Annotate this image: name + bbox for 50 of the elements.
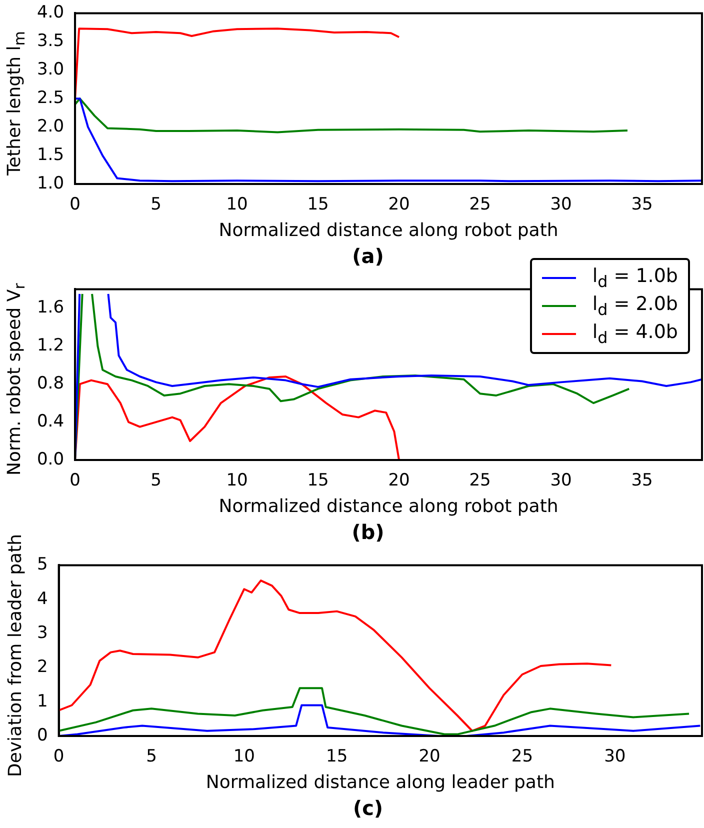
y-tick-label: 4.0 [36,2,64,23]
y-tick-label: 1.5 [36,144,64,165]
y-tick-label: 3 [36,622,48,643]
x-tick-label: 15 [326,746,348,767]
y-axis-title: Deviation from leader path [6,533,26,777]
y-tick-label: 3.5 [36,31,64,52]
text: (b) [352,520,384,544]
x-tick-label: 0 [70,194,80,215]
y-tick-label: 0 [36,725,48,746]
y-tick-label: 2.0 [36,116,64,136]
text: (c) [352,796,384,820]
y-tick-label: 1 [36,691,48,712]
y-tick-label: 5 [36,554,48,575]
x-tick-label: 30 [550,470,572,491]
legend-label: l$_{d}$ = 4.0b [592,321,678,347]
x-tick-label: 0 [70,470,80,491]
x-tick-label: 25 [511,746,534,767]
legend-label: l$_{d}$ = 1.0b [592,265,678,291]
x-tick-label: 30 [550,194,572,215]
x-tick-label: 5 [150,194,162,215]
y-tick-label: 0.0 [36,449,64,470]
x-axis-title: Normalized distance along robot path [218,220,558,241]
y-tick-label: 4 [36,588,48,609]
y-tick-label: 0.8 [36,374,64,394]
x-tick-label: 15 [307,194,329,215]
x-axis-title: Normalized distance along robot path [218,496,558,517]
legend-label: l$_{d}$ = 2.0b [592,293,678,319]
y-tick-label: 2 [36,657,48,678]
x-axis-title: Normalized distance along leader path [206,772,555,793]
x-tick-label: 10 [233,746,255,767]
x-tick-label: 35 [631,194,653,215]
x-tick-label: 5 [150,470,162,491]
x-tick-label: 25 [469,194,491,215]
x-tick-label: 20 [418,746,440,767]
x-tick-label: 20 [388,470,410,491]
x-tick-label: 20 [388,194,410,215]
x-tick-label: 30 [604,746,626,767]
y-tick-label: 1.0 [36,173,64,194]
y-tick-label: 1.6 [36,298,64,318]
x-tick-label: 10 [226,470,248,491]
y-tick-label: 2.5 [36,88,64,108]
x-tick-label: 15 [307,470,329,491]
y-tick-label: 0.4 [36,411,64,432]
x-tick-label: 35 [631,470,653,491]
x-tick-label: 5 [146,746,157,767]
text: (a) [352,244,384,268]
x-tick-label: 25 [469,470,491,491]
y-tick-label: 3.0 [36,60,64,80]
y-tick-label: 1.2 [36,336,64,356]
x-tick-label: 10 [226,194,248,215]
